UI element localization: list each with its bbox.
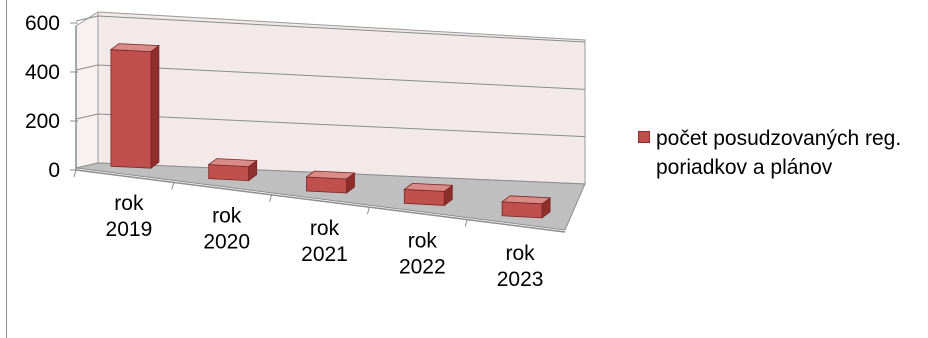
x-tick-label: rok 2021 [301, 217, 348, 266]
legend-entry: počet posudzovaných reg. poriadkov a plá… [636, 124, 926, 182]
bar [500, 195, 552, 219]
bar [305, 170, 356, 194]
bar-top [500, 195, 552, 205]
y-tick-label: 600 [25, 12, 60, 35]
legend-label: počet posudzovaných reg. poriadkov a plá… [656, 127, 902, 179]
bar [403, 182, 454, 207]
side-wall [75, 11, 99, 169]
bar [207, 158, 258, 182]
x-tick-label: rok 2023 [497, 242, 544, 291]
bar-top [305, 170, 356, 180]
bar-front [306, 176, 347, 194]
x-tick-mark [464, 219, 468, 227]
gridline [97, 15, 586, 43]
gridline-side [75, 113, 99, 120]
x-tick-label: rok 2022 [399, 229, 446, 278]
legend: počet posudzovaných reg. poriadkov a plá… [636, 124, 926, 182]
x-tick-mark [366, 207, 370, 215]
bar-side [150, 44, 160, 169]
legend-swatch [638, 131, 650, 143]
bar-top [109, 43, 161, 53]
x-tick-mark [171, 182, 175, 190]
x-axis-line [75, 169, 566, 233]
y-tick-label: 400 [25, 61, 60, 84]
gridline [97, 113, 586, 138]
x-tick-mark [73, 169, 77, 178]
bar-front [208, 164, 250, 182]
floor [75, 162, 586, 231]
x-tick-label: rok 2020 [203, 205, 250, 254]
bar-front [501, 201, 543, 219]
x-tick-label: rok 2019 [106, 192, 153, 241]
gridline-side [75, 64, 99, 71]
y-tick-label: 200 [25, 110, 60, 133]
bar-front [110, 49, 152, 169]
y-tick-label: 0 [48, 159, 60, 182]
gridline-side [75, 15, 99, 22]
bar [109, 43, 161, 169]
chart-frame-edge [6, 0, 7, 338]
gridline [97, 64, 586, 90]
bar-front [403, 188, 445, 206]
bar-top [403, 182, 454, 192]
x-tick-mark [269, 194, 273, 202]
bar-top [207, 158, 258, 168]
